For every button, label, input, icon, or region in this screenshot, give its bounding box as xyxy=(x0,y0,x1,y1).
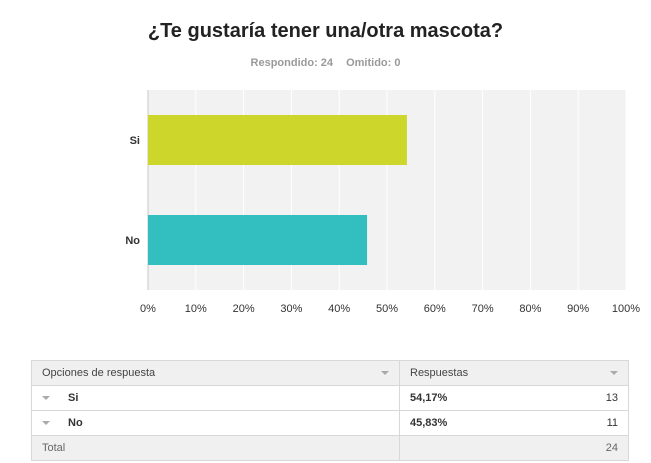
y-category-label: No xyxy=(125,235,140,247)
response-percent: 45,83% xyxy=(410,417,448,429)
skipped-count: Omitido: 0 xyxy=(346,57,401,69)
expand-row-icon[interactable] xyxy=(42,421,50,425)
response-cell: 54,17% 13 xyxy=(399,385,629,411)
table-row: No 45,83% 11 xyxy=(31,410,629,436)
x-tick-label: 70% xyxy=(472,303,494,315)
y-category-label: Si xyxy=(130,135,140,147)
total-count-cell: 24 xyxy=(399,435,629,461)
bar-chart: 0% 10% 20% 30% 40% 50% 60% 70% 80% 90% 100% Si No xyxy=(125,90,640,315)
x-tick-label: 10% xyxy=(185,303,207,315)
x-tick-label: 50% xyxy=(376,303,398,315)
bar-no xyxy=(148,215,368,265)
x-tick-label: 20% xyxy=(233,303,255,315)
option-cell: No xyxy=(31,410,400,436)
total-count: 24 xyxy=(605,442,618,454)
bar-si xyxy=(148,115,407,165)
x-tick-label: 40% xyxy=(328,303,350,315)
x-tick-label: 80% xyxy=(519,303,541,315)
responses-header-cell[interactable]: Respuestas xyxy=(399,360,629,386)
option-cell: Si xyxy=(31,385,400,411)
page-title: ¿Te gustaría tener una/otra mascota? xyxy=(147,20,504,42)
response-count: 13 xyxy=(605,392,618,404)
response-summary: Respondido: 24 Omitido: 0 xyxy=(0,57,651,69)
x-tick-label: 60% xyxy=(424,303,446,315)
sort-responses-icon[interactable] xyxy=(610,371,618,375)
response-count: 11 xyxy=(606,417,618,429)
responses-table: Opciones de respuesta Respuestas Si 54,1… xyxy=(31,360,629,461)
response-percent: 54,17% xyxy=(410,392,448,404)
table-header-row: Opciones de respuesta Respuestas xyxy=(31,360,629,386)
options-header-cell[interactable]: Opciones de respuesta xyxy=(31,360,400,386)
option-label: No xyxy=(68,417,83,429)
table-total-row: Total 24 xyxy=(31,435,629,461)
x-tick-label: 0% xyxy=(140,303,156,315)
x-tick-label: 100% xyxy=(612,303,640,315)
expand-row-icon[interactable] xyxy=(42,396,50,400)
answered-count: Respondido: 24 xyxy=(250,57,334,69)
option-label: Si xyxy=(68,392,79,404)
x-tick-label: 90% xyxy=(567,303,589,315)
table-row: Si 54,17% 13 xyxy=(31,385,629,411)
total-label-cell: Total xyxy=(31,435,400,461)
options-header-label: Opciones de respuesta xyxy=(42,367,156,379)
response-cell: 45,83% 11 xyxy=(399,410,629,436)
x-tick-label: 30% xyxy=(280,303,302,315)
sort-options-icon[interactable] xyxy=(381,371,389,375)
responses-header-label: Respuestas xyxy=(410,367,469,379)
